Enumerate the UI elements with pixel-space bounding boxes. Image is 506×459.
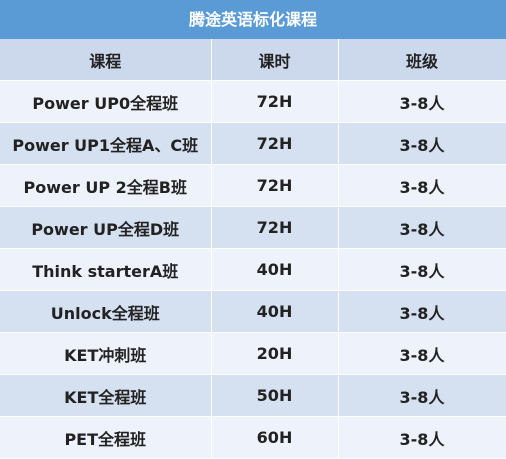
class-size-cell: 3-8人 bbox=[338, 332, 506, 375]
course-cell: Power UP0全程班 bbox=[0, 80, 212, 123]
table-row: Power UP全程D班 72H 3-8人 bbox=[0, 206, 506, 249]
class-size-cell: 3-8人 bbox=[338, 206, 506, 249]
class-size-cell: 3-8人 bbox=[338, 164, 506, 207]
table-row: Power UP 2全程B班 72H 3-8人 bbox=[0, 164, 506, 207]
course-cell: Power UP全程D班 bbox=[0, 206, 212, 249]
header-course: 课程 bbox=[0, 39, 212, 81]
course-cell: KET全程班 bbox=[0, 374, 212, 417]
hours-cell: 40H bbox=[211, 290, 339, 333]
class-size-cell: 3-8人 bbox=[338, 122, 506, 165]
class-size-cell: 3-8人 bbox=[338, 374, 506, 417]
hours-cell: 20H bbox=[211, 332, 339, 375]
course-cell: KET冲刺班 bbox=[0, 332, 212, 375]
hours-cell: 72H bbox=[211, 164, 339, 207]
header-class-size: 班级 bbox=[338, 39, 506, 81]
table-row: KET冲刺班 20H 3-8人 bbox=[0, 332, 506, 375]
table-row: Think starterA班 40H 3-8人 bbox=[0, 248, 506, 291]
table-row: Unlock全程班 40H 3-8人 bbox=[0, 290, 506, 333]
course-table: 课程 课时 班级 Power UP0全程班 72H 3-8人 Power UP1… bbox=[0, 39, 506, 459]
table-title: 腾途英语标化课程 bbox=[0, 0, 506, 39]
hours-cell: 72H bbox=[211, 122, 339, 165]
hours-cell: 50H bbox=[211, 374, 339, 417]
class-size-cell: 3-8人 bbox=[338, 248, 506, 291]
class-size-cell: 3-8人 bbox=[338, 80, 506, 123]
hours-cell: 72H bbox=[211, 206, 339, 249]
class-size-cell: 3-8人 bbox=[338, 290, 506, 333]
header-row: 课程 课时 班级 bbox=[0, 39, 506, 81]
course-cell: Think starterA班 bbox=[0, 248, 212, 291]
hours-cell: 40H bbox=[211, 248, 339, 291]
course-cell: Power UP1全程A、C班 bbox=[0, 122, 212, 165]
course-cell: Power UP 2全程B班 bbox=[0, 164, 212, 207]
hours-cell: 60H bbox=[211, 416, 339, 459]
table-row: Power UP0全程班 72H 3-8人 bbox=[0, 80, 506, 123]
header-hours: 课时 bbox=[211, 39, 339, 81]
table-row: KET全程班 50H 3-8人 bbox=[0, 374, 506, 417]
table-row: PET全程班 60H 3-8人 bbox=[0, 416, 506, 459]
class-size-cell: 3-8人 bbox=[338, 416, 506, 459]
course-cell: PET全程班 bbox=[0, 416, 212, 459]
table-row: Power UP1全程A、C班 72H 3-8人 bbox=[0, 122, 506, 165]
hours-cell: 72H bbox=[211, 80, 339, 123]
course-cell: Unlock全程班 bbox=[0, 290, 212, 333]
